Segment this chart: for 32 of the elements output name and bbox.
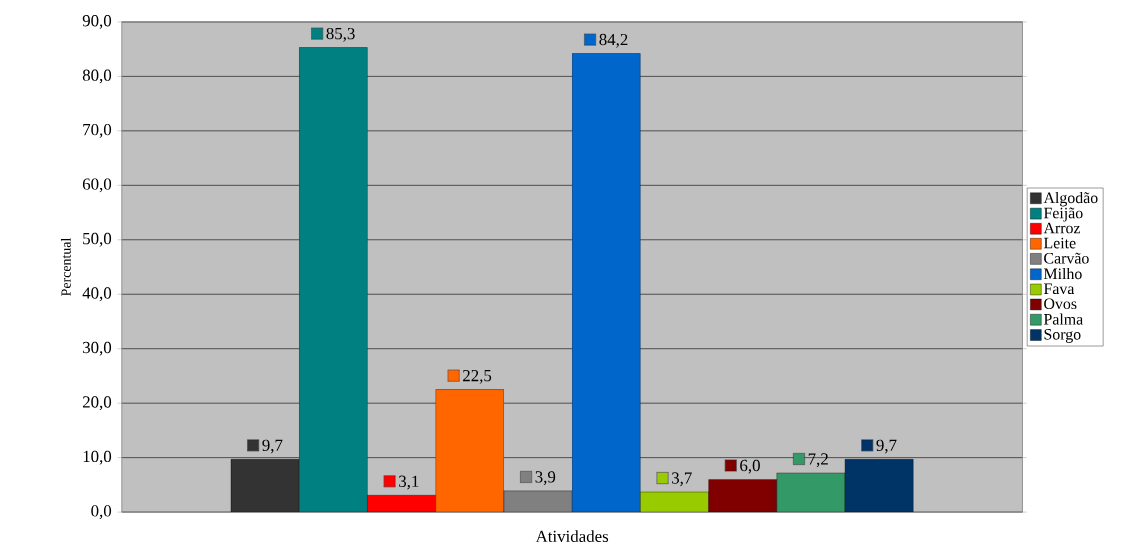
data-label: 9,7 bbox=[262, 439, 283, 454]
y-tick-label: 20,0 bbox=[82, 396, 112, 411]
data-label: 84,2 bbox=[599, 33, 628, 48]
legend-label: Ovos bbox=[1044, 298, 1077, 310]
y-tick-label: 30,0 bbox=[83, 341, 112, 356]
x-axis-title: Atividades bbox=[535, 530, 609, 543]
y-tick-label: 80,0 bbox=[82, 69, 112, 84]
legend-label: Arroz bbox=[1043, 222, 1081, 234]
data-label: 3,9 bbox=[535, 471, 556, 486]
y-axis-title: Percentual bbox=[60, 237, 71, 296]
y-tick-label: 60,0 bbox=[82, 178, 112, 193]
legend-label: Palma bbox=[1043, 313, 1083, 325]
legend-label: Carvão bbox=[1044, 252, 1089, 264]
legend-label: Fava bbox=[1043, 283, 1075, 295]
data-label: 85,3 bbox=[326, 27, 355, 42]
y-tick-label: 40,0 bbox=[82, 287, 112, 302]
data-label: 6,0 bbox=[740, 459, 760, 474]
y-tick-label: 0,0 bbox=[91, 505, 112, 520]
y-tick-label: 10,0 bbox=[83, 450, 112, 465]
data-label: 22,5 bbox=[463, 369, 492, 384]
legend-label: Leite bbox=[1043, 237, 1076, 249]
y-tick-label: 70,0 bbox=[83, 123, 112, 138]
data-label: 9,7 bbox=[876, 439, 897, 454]
data-label: 3,7 bbox=[672, 472, 692, 487]
y-tick-label: 50,0 bbox=[83, 232, 112, 247]
legend-label: Sorgo bbox=[1044, 329, 1081, 343]
legend-label: Feijão bbox=[1043, 207, 1083, 222]
y-tick-label: 90,0 bbox=[82, 15, 112, 29]
legend-label: Algodão bbox=[1043, 192, 1098, 207]
legend-label: Milho bbox=[1043, 268, 1082, 280]
data-label: 7,2 bbox=[808, 453, 828, 468]
data-label: 3,1 bbox=[399, 475, 419, 490]
